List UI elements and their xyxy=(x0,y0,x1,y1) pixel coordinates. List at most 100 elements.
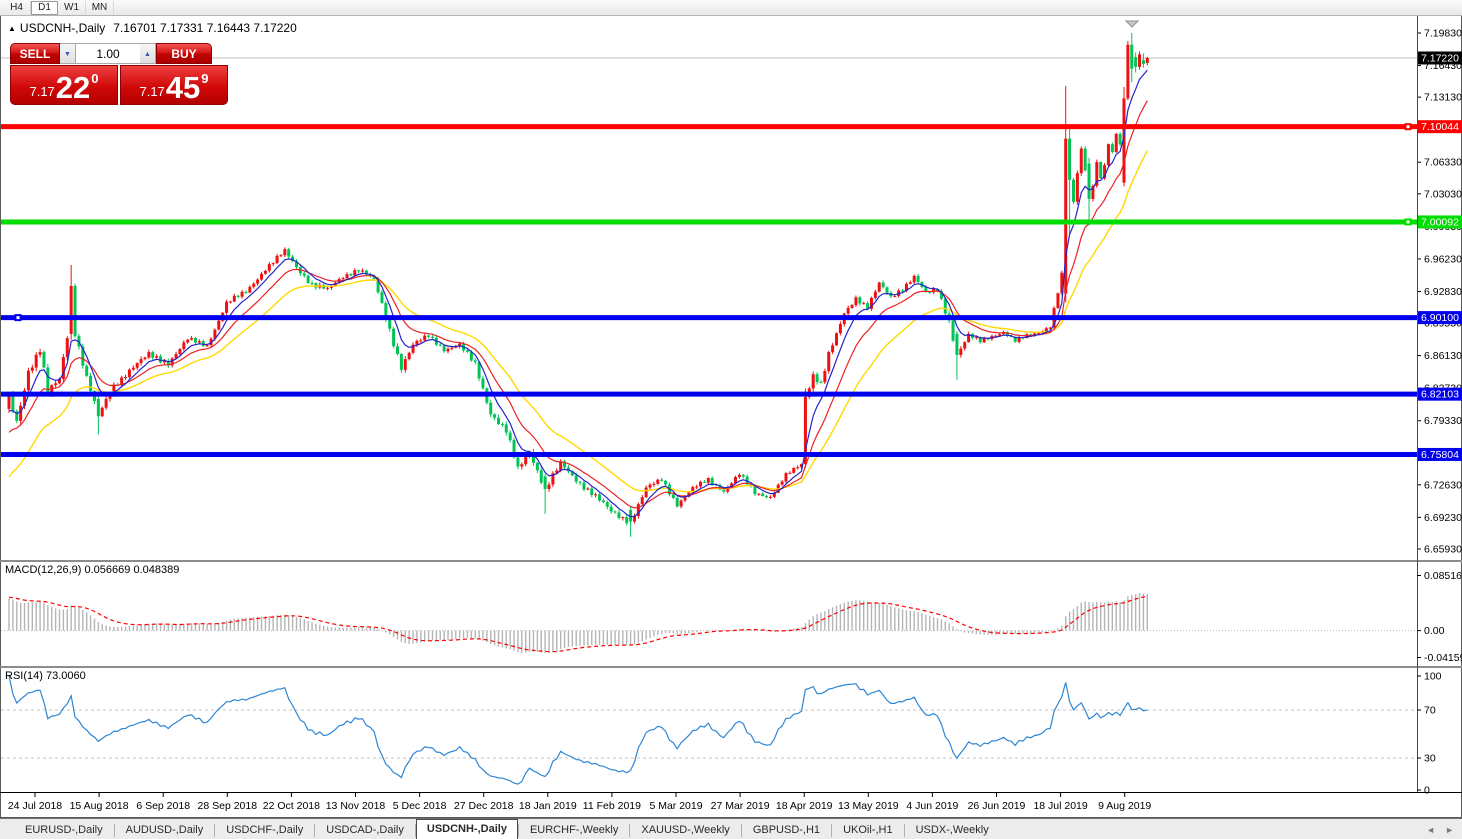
price-axis-label: 6.69230 xyxy=(1424,512,1462,524)
candles-layer xyxy=(7,33,1149,537)
timeframe-button-mn[interactable]: MN xyxy=(86,0,114,14)
date-label: 26 Jun 2019 xyxy=(968,800,1026,812)
tab-ukoil-h1[interactable]: UKOil-,H1 xyxy=(843,824,893,836)
date-label: 13 May 2019 xyxy=(838,800,899,812)
rsi-axis-label: 30 xyxy=(1424,753,1436,765)
tab-separator xyxy=(740,824,742,837)
chart-tab-bar: EURUSD-,Daily AUDUSD-,Daily USDCHF-,Daily U… xyxy=(0,818,1462,839)
price-tag-7.17220: 7.17220 xyxy=(1418,51,1462,65)
rsi-current-value: 73.0060 xyxy=(45,670,86,682)
sell-price-button[interactable]: 7.17 22 0 xyxy=(10,65,118,105)
price-tag-7.10044: 7.10044 xyxy=(1418,120,1462,134)
macd-signal-value: 0.048389 xyxy=(133,564,180,576)
chart-ohlc-values: 7.16701 7.17331 7.16443 7.17220 xyxy=(113,21,297,35)
price-axis-label: 7.03030 xyxy=(1424,188,1462,200)
buy-price-prefix: 7.17 xyxy=(139,84,165,99)
macd-name: MACD(12,26,9) xyxy=(5,564,82,576)
price-axis[interactable]: 7.198307.164307.131307.097307.063307.030… xyxy=(1417,28,1462,556)
tab-eurusd-daily[interactable]: EURUSD-,Daily xyxy=(25,824,103,836)
buy-price-point: 9 xyxy=(201,71,209,86)
date-axis[interactable]: 24 Jul 2018 15 Aug 2018 6 Sep 2018 28 Sep 2… xyxy=(8,793,1152,812)
date-label: 22 Oct 2018 xyxy=(263,800,320,812)
volume-increase-button[interactable]: ▲ xyxy=(140,43,156,64)
rsi-line xyxy=(8,675,1148,785)
tab-separator xyxy=(831,824,833,837)
date-label: 15 Aug 2018 xyxy=(70,800,129,812)
chart-title: ▲ USDCNH-,Daily 7.16701 7.17331 7.16443 7.… xyxy=(8,21,297,35)
collapse-arrow-icon[interactable]: ▲ xyxy=(8,24,16,33)
price-tag-6.82103: 6.82103 xyxy=(1418,387,1462,401)
macd-plot[interactable]: 0.085164 0.00 -0.041597 xyxy=(1,570,1462,664)
horizontal-line-6.90100[interactable] xyxy=(1,314,1417,322)
date-label: 18 Apr 2019 xyxy=(776,800,833,812)
rsi-axis-label: 0 xyxy=(1424,785,1430,797)
panel-splitter-rsi[interactable] xyxy=(0,666,1462,668)
tab-usdchf-daily[interactable]: USDCHF-,Daily xyxy=(226,824,304,836)
ma-slow-line xyxy=(8,150,1148,493)
buy-button[interactable]: BUY xyxy=(156,43,212,64)
horizontal-line-7.00092[interactable] xyxy=(1,218,1417,226)
chart-shift-marker[interactable] xyxy=(1124,20,1140,28)
rsi-name: RSI(14) xyxy=(5,670,43,682)
timeframe-buttons: H4 D1 W1 MN xyxy=(3,0,114,15)
tab-usdx-weekly[interactable]: USDX-,Weekly xyxy=(915,824,989,836)
tab-separator xyxy=(113,824,115,837)
ma-fast-line xyxy=(8,69,1148,518)
rsi-axis-label: 70 xyxy=(1424,705,1436,717)
buy-price-pips: 45 xyxy=(165,70,201,105)
sell-button[interactable]: SELL xyxy=(10,43,60,64)
chart-tabs: EURUSD-,Daily AUDUSD-,Daily USDCHF-,Daily U… xyxy=(14,819,1000,839)
timeframe-button-w1[interactable]: W1 xyxy=(58,0,86,14)
price-axis-label: 6.79330 xyxy=(1424,415,1462,427)
chart-symbol-label: USDCNH-,Daily xyxy=(19,21,106,35)
tab-audusd-daily[interactable]: AUDUSD-,Daily xyxy=(125,824,204,836)
date-label: 5 Dec 2018 xyxy=(393,800,447,812)
timeframe-button-h4[interactable]: H4 xyxy=(3,0,31,14)
tab-separator xyxy=(414,824,416,837)
price-axis-label: 6.65930 xyxy=(1424,543,1462,555)
panel-splitter-macd[interactable] xyxy=(0,560,1462,562)
main-price-plot[interactable] xyxy=(1,33,1417,537)
price-axis-label: 7.13130 xyxy=(1424,92,1462,104)
buy-price-button[interactable]: 7.17 45 9 xyxy=(120,65,228,105)
tab-scroll-arrows: ◄ ► xyxy=(1426,825,1462,835)
macd-signal-line xyxy=(8,595,1148,653)
tabs-scroll-right-icon[interactable]: ► xyxy=(1445,824,1454,835)
svg-text:6.90100: 6.90100 xyxy=(1421,312,1459,324)
chart-window xyxy=(0,15,1462,818)
horizontal-line-7.10044[interactable] xyxy=(1,123,1417,131)
date-label: 13 Nov 2018 xyxy=(326,800,386,812)
price-tag-6.75804: 6.75804 xyxy=(1418,447,1462,461)
volume-input[interactable] xyxy=(76,43,140,64)
volume-decrease-button[interactable]: ▼ xyxy=(60,43,76,64)
price-tag-7.00092: 7.00092 xyxy=(1418,215,1462,229)
tab-separator xyxy=(314,824,316,837)
tab-xauusd-weekly[interactable]: XAUUSD-,Weekly xyxy=(641,824,730,836)
date-label: 27 Dec 2018 xyxy=(454,800,514,812)
tabs-scroll-left-icon[interactable]: ◄ xyxy=(1426,824,1436,835)
svg-text:7.17220: 7.17220 xyxy=(1421,52,1459,64)
price-axis-label: 6.86130 xyxy=(1424,350,1462,362)
macd-axis-label: 0.00 xyxy=(1424,625,1445,637)
tab-usdcnh-daily[interactable]: USDCNH-,Daily xyxy=(415,819,518,839)
price-axis-label: 6.96230 xyxy=(1424,253,1462,265)
sell-price-prefix: 7.17 xyxy=(29,84,55,99)
price-axis-label: 7.19830 xyxy=(1424,28,1462,40)
tab-gbpusd-h1[interactable]: GBPUSD-,H1 xyxy=(752,824,821,836)
price-axis-label: 6.72630 xyxy=(1424,479,1462,491)
svg-text:7.10044: 7.10044 xyxy=(1421,121,1459,133)
date-label: 11 Feb 2019 xyxy=(583,800,641,812)
macd-current-value: 0.056669 xyxy=(84,564,131,576)
svg-text:6.82103: 6.82103 xyxy=(1421,389,1459,401)
timeframe-button-d1[interactable]: D1 xyxy=(31,0,58,15)
macd-indicator-label: MACD(12,26,9) 0.056669 0.048389 xyxy=(5,564,179,576)
tab-eurchf-weekly[interactable]: EURCHF-,Weekly xyxy=(529,824,619,836)
macd-axis-label: 0.085164 xyxy=(1424,570,1462,582)
tab-usdcad-daily[interactable]: USDCAD-,Daily xyxy=(326,824,404,836)
date-label: 4 Jun 2019 xyxy=(906,800,958,812)
ma-mid-line xyxy=(8,100,1148,509)
rsi-plot[interactable]: 100 70 30 0 xyxy=(1,671,1442,797)
